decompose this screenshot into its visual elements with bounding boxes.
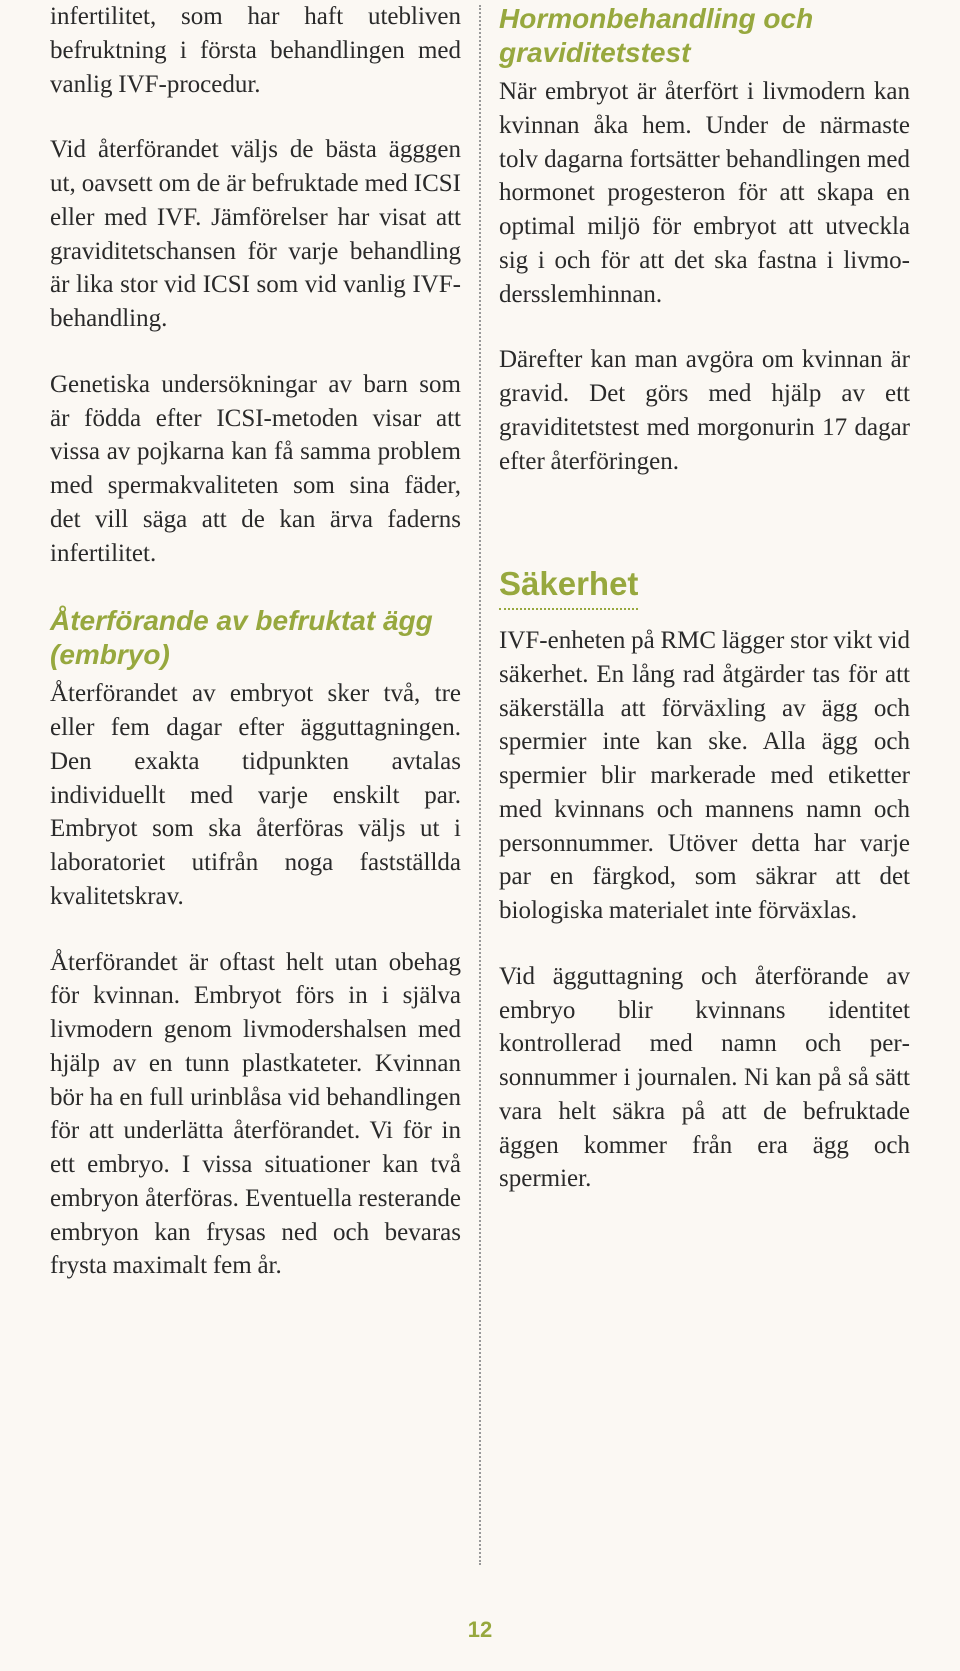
page-container: infertilitet, som har haft utebliven bef…: [0, 0, 960, 1565]
body-paragraph: Återförandet är oftast helt utan obehag …: [50, 946, 461, 1284]
right-column: Hormonbehandling och graviditetstest När…: [499, 0, 910, 1565]
body-paragraph: IVF-enheten på RMC lägger stor vikt vid …: [499, 624, 910, 928]
paragraph-spacer: [499, 311, 910, 343]
body-paragraph: Vid ägguttagning och återförande av embr…: [499, 960, 910, 1196]
body-paragraph: Vid återförandet väljs de bästa ägg­gen …: [50, 133, 461, 336]
body-paragraph: Genetiska undersökningar av barn som är …: [50, 368, 461, 571]
main-heading: Säkerhet: [499, 564, 638, 610]
column-separator: [479, 5, 481, 1565]
page-number: 12: [0, 1617, 960, 1643]
paragraph-spacer: [50, 101, 461, 133]
body-paragraph: När embryot är återfört i livmo­dern kan…: [499, 75, 910, 311]
paragraph-spacer: [499, 928, 910, 960]
body-paragraph: Återförandet av embryot sker två, tre el…: [50, 677, 461, 913]
subheading: Återförande av befruktat ägg (embryo): [50, 604, 461, 671]
left-column: infertilitet, som har haft utebliven bef…: [50, 0, 461, 1565]
body-paragraph: Därefter kan man avgöra om kvin­nan är g…: [499, 343, 910, 478]
subheading: Hormonbehandling och graviditetstest: [499, 2, 910, 69]
paragraph-spacer: [50, 914, 461, 946]
body-paragraph: infertilitet, som har haft utebliven bef…: [50, 0, 461, 101]
paragraph-spacer: [50, 336, 461, 368]
section-spacer: [499, 478, 910, 564]
paragraph-spacer: [50, 570, 461, 602]
